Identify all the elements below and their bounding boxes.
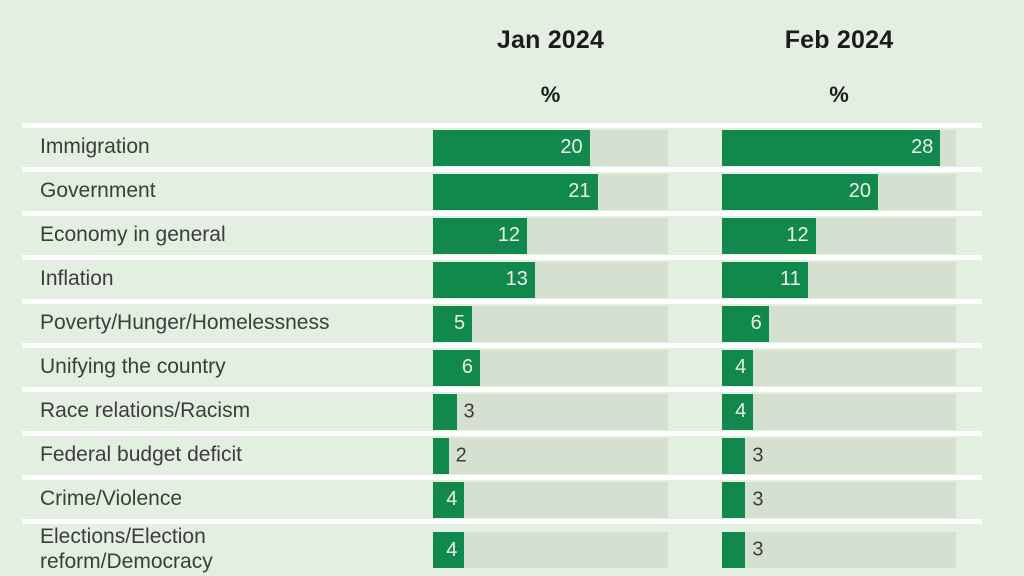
category-label: Unifying the country <box>40 355 226 379</box>
jan-bar-track: 12 <box>433 217 668 254</box>
feb-bar-value-outside: 3 <box>752 538 764 561</box>
feb-bar: 11 <box>722 261 808 298</box>
category-label: Poverty/Hunger/Homelessness <box>40 311 330 335</box>
table-row: Unifying the country 6 4 <box>22 343 982 387</box>
jan-bar: 13 <box>433 261 535 298</box>
table-row: Inflation 13 11 <box>22 255 982 299</box>
jan-bar: 4 <box>433 532 465 568</box>
jan-bar-track: 6 <box>433 349 668 386</box>
jan-bar-value: 21 <box>568 180 591 202</box>
jan-bar-track: 4 <box>433 481 668 518</box>
feb-bar-track: 4 <box>722 349 956 386</box>
jan-bar <box>433 437 449 474</box>
bar-chart-table: Immigration 20 28 Government 21 20 <box>22 123 982 576</box>
feb-bar-track: 4 <box>722 393 956 430</box>
feb-bar-value: 11 <box>780 268 801 290</box>
jan-bar-value: 6 <box>461 356 473 378</box>
percent-sign-feb: % <box>829 82 849 107</box>
jan-bar-value: 5 <box>454 312 466 334</box>
table-row: Poverty/Hunger/Homelessness 5 6 <box>22 299 982 343</box>
table-row: Elections/Election reform/Democracy 4 3 <box>22 519 982 576</box>
percent-sign-jan: % <box>540 82 561 107</box>
column-header-feb-2024: Feb 2024 <box>784 26 894 54</box>
feb-bar-track: 6 <box>722 305 956 342</box>
jan-bar: 4 <box>433 481 465 518</box>
feb-bar-value-outside: 3 <box>752 488 764 510</box>
feb-bar-track: 20 <box>722 173 956 210</box>
category-label: Economy in general <box>40 223 226 247</box>
category-label: Elections/Election reform/Democracy <box>40 525 213 573</box>
jan-bar-value-outside: 2 <box>455 444 467 466</box>
column-headers: Jan 2024 Feb 2024 <box>22 26 982 55</box>
jan-bar-value: 12 <box>497 224 520 246</box>
jan-bar <box>433 393 457 430</box>
jan-bar-track: 21 <box>433 173 668 210</box>
category-label: Inflation <box>40 267 114 291</box>
jan-bar-value: 4 <box>446 538 458 561</box>
table-row: Government 21 20 <box>22 167 982 211</box>
percent-units-row: % % <box>22 82 982 108</box>
jan-bar: 21 <box>433 173 598 210</box>
table-row: Immigration 20 28 <box>22 123 982 167</box>
feb-bar-value: 20 <box>848 180 871 202</box>
jan-bar-track: 20 <box>433 129 668 166</box>
table-row: Federal budget deficit 2 3 <box>22 431 982 475</box>
feb-bar: 12 <box>722 217 816 254</box>
category-label: Government <box>40 179 156 203</box>
feb-bar: 28 <box>722 129 941 166</box>
table-row: Economy in general 12 12 <box>22 211 982 255</box>
jan-bar-value: 13 <box>505 268 528 290</box>
feb-bar: 20 <box>722 173 878 210</box>
jan-bar-track: 13 <box>433 261 668 298</box>
jan-bar-track: 4 <box>433 532 668 568</box>
feb-bar: 4 <box>722 393 754 430</box>
feb-bar-track: 28 <box>722 129 956 166</box>
feb-bar <box>722 481 746 518</box>
feb-bar-value: 4 <box>735 356 747 378</box>
feb-bar-track: 3 <box>722 481 956 518</box>
feb-bar-track: 11 <box>722 261 956 298</box>
jan-bar: 20 <box>433 129 590 166</box>
category-label: Crime/Violence <box>40 487 183 511</box>
category-label: Federal budget deficit <box>40 443 242 467</box>
feb-bar-value: 28 <box>911 136 934 158</box>
jan-bar-value-outside: 3 <box>463 400 475 422</box>
column-header-jan-2024: Jan 2024 <box>496 26 605 54</box>
feb-bar: 6 <box>722 305 769 342</box>
jan-bar-value: 20 <box>560 136 583 158</box>
feb-bar-value: 12 <box>786 224 809 246</box>
feb-bar-value: 4 <box>735 400 747 422</box>
table-row: Race relations/Racism 3 4 <box>22 387 982 431</box>
feb-bar-value-outside: 3 <box>752 444 764 466</box>
feb-bar-track: 12 <box>722 217 956 254</box>
feb-bar-value: 6 <box>750 312 762 334</box>
feb-bar-track: 3 <box>722 532 956 568</box>
jan-bar: 12 <box>433 217 527 254</box>
table-row: Crime/Violence 4 3 <box>22 475 982 519</box>
jan-bar: 6 <box>433 349 480 386</box>
category-label: Race relations/Racism <box>40 399 251 423</box>
category-label: Immigration <box>40 135 150 159</box>
feb-bar <box>722 437 746 474</box>
jan-bar-value: 4 <box>446 488 458 510</box>
jan-bar-track: 5 <box>433 305 668 342</box>
feb-bar <box>722 532 746 568</box>
feb-bar: 4 <box>722 349 754 386</box>
jan-bar-track: 3 <box>433 393 668 430</box>
feb-bar-track: 3 <box>722 437 956 474</box>
jan-bar: 5 <box>433 305 473 342</box>
jan-bar-track: 2 <box>433 437 668 474</box>
